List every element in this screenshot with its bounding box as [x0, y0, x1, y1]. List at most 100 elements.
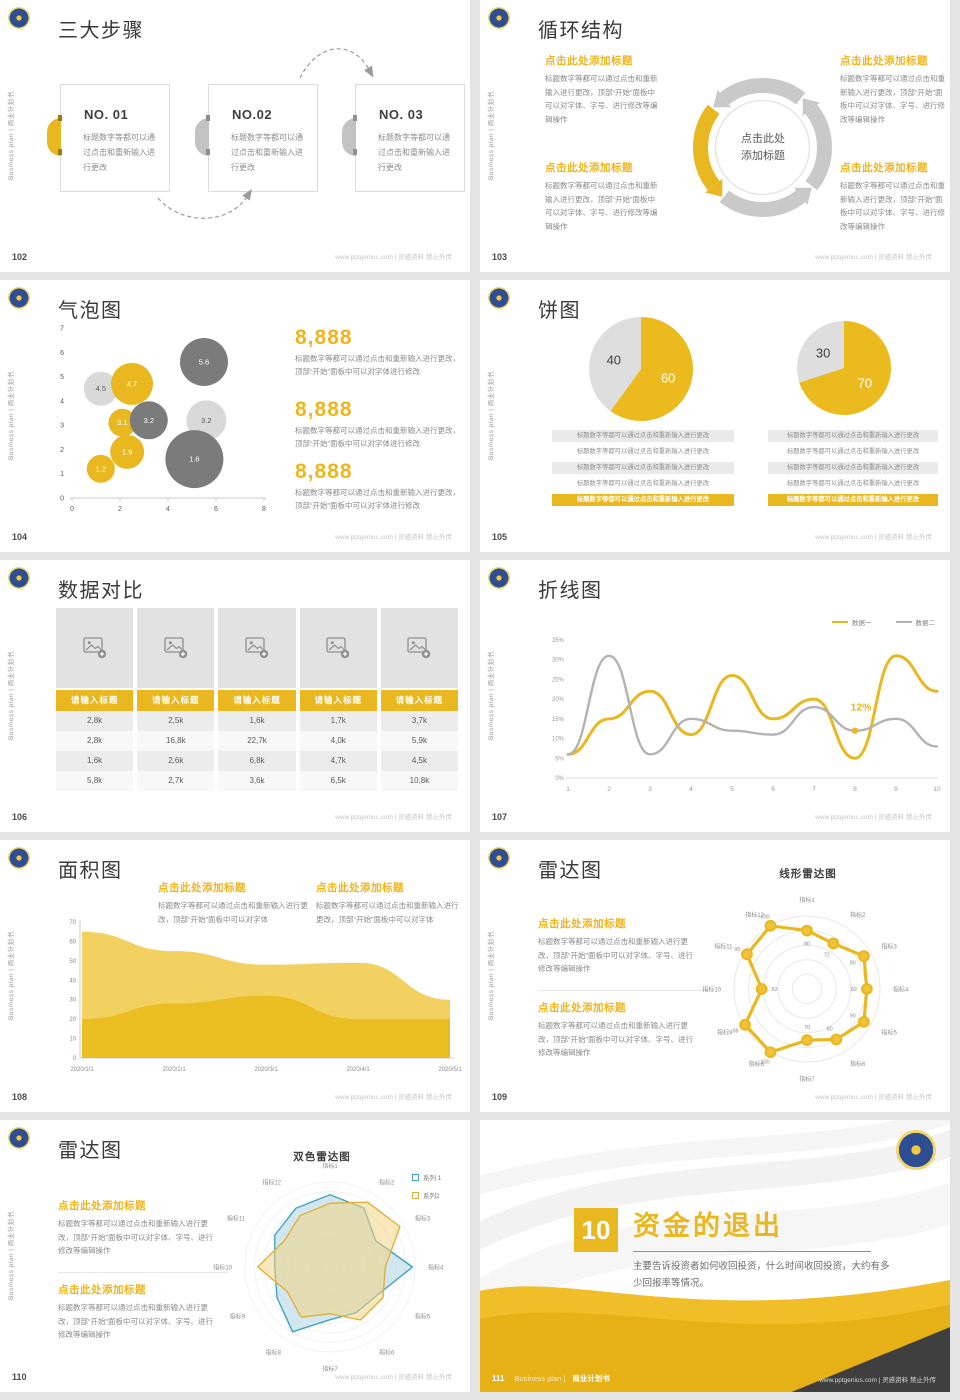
step-body: 标题数字等都可以通过点击和重新输入进行更改 — [231, 133, 303, 172]
svg-text:6: 6 — [60, 350, 64, 357]
stat-body: 标题数字等都可以通过点击和重新输入进行更改，顶部“开始”面板中可以对字体进行修改 — [295, 354, 460, 376]
stat-block: 8,888 标题数字等都可以通过点击和重新输入进行更改，顶部“开始”面板中可以对字… — [295, 460, 465, 513]
svg-text:8: 8 — [262, 506, 266, 513]
svg-text:0: 0 — [60, 496, 64, 503]
svg-text:100: 100 — [760, 1060, 769, 1066]
svg-text:70: 70 — [858, 376, 872, 391]
table-cell: 16,8k — [137, 731, 215, 751]
svg-text:15%: 15% — [552, 717, 565, 723]
slide-103-cycle-structure[interactable]: Business plan | 商业计划书 循环结构 点击此处添加标题 标题数字等… — [480, 0, 960, 280]
brand-logo-icon — [488, 567, 510, 589]
text-block: 点击此处添加标题 标题数字等都可以通过点击和重新输入进行更改，顶部“开始”面板中可… — [58, 1198, 218, 1258]
svg-text:指标1: 指标1 — [322, 1162, 338, 1170]
pie-chart-right: 70 30 — [797, 321, 891, 415]
svg-text:60: 60 — [661, 370, 675, 385]
comparison-table: 请输入标题 2,8k 2,8k 1,6k 5,8k 请输入标题 2,5k 16,8k 2,6k 2… — [56, 608, 459, 791]
legend-label: 系列2 — [423, 1193, 440, 1200]
table-cell: 2,5k — [137, 711, 215, 731]
svg-text:70: 70 — [69, 920, 76, 926]
page-number: 106 — [12, 812, 28, 822]
svg-text:4: 4 — [60, 398, 64, 405]
step-number: NO. 03 — [379, 107, 424, 122]
bubble-chart: 0 1 2 3 4 5 6 7 0 2 4 6 8 4.5 4.7 5.6 3.1 3.2 3.2 1.6 1.9 1.2 — [60, 326, 266, 514]
footer-watermark: www.pptgenius.com | 灵感资料 禁止外传 — [815, 534, 932, 541]
side-label: Business plan | 商业计划书 — [8, 371, 15, 460]
side-label: Business plan | 商业计划书 — [488, 931, 495, 1020]
notch — [58, 115, 62, 121]
table-cell: 1,6k — [218, 711, 296, 731]
slide-109-radar-chart[interactable]: Business plan | 商业计划书 雷达图 线形雷达图 点击此处添加标题… — [480, 840, 960, 1120]
page-number: 102 — [12, 252, 28, 262]
text-block: 点击此处添加标题 标题数字等都可以通过点击和重新输入进行更改，顶部“开始”面板中可… — [58, 1282, 218, 1342]
svg-text:70: 70 — [804, 1025, 810, 1031]
placeholder-body: 标题数字等都可以通过点击和重新输入进行更改，顶部“开始”面板中可以对字体 — [158, 901, 308, 924]
slide-title: 雷达图 — [538, 860, 603, 882]
chart-subtitle: 双色雷达图 — [293, 1151, 351, 1163]
svg-text:指标10: 指标10 — [702, 986, 721, 994]
slide-108-area-chart[interactable]: Business plan | 商业计划书 面积图 点击此处添加标题 标题数字等都… — [0, 840, 480, 1120]
caption-row: 标题数字等都可以通过点击和重新输入进行更改 — [768, 462, 938, 474]
image-add-icon — [407, 637, 431, 659]
svg-text:1.9: 1.9 — [122, 447, 132, 456]
placeholder-heading: 点击此处添加标题 — [158, 882, 246, 894]
page-number: 105 — [492, 532, 508, 542]
svg-text:6: 6 — [771, 786, 775, 793]
page-number: 104 — [12, 532, 28, 542]
svg-text:指标2: 指标2 — [379, 1179, 395, 1187]
placeholder-body: 标题数字等都可以通过点击和重新输入进行更改，顶部“开始”面板中可以对字体 — [316, 901, 459, 924]
brand-logo-icon — [8, 847, 30, 869]
brand-logo-icon — [488, 847, 510, 869]
slide-title: 数据对比 — [58, 580, 144, 602]
svg-text:80: 80 — [827, 1026, 833, 1032]
slide-title: 雷达图 — [58, 1140, 123, 1162]
half-circle-marker — [342, 118, 356, 156]
pie-chart-left: 60 40 — [589, 317, 693, 421]
slide-107-line-chart[interactable]: Business plan | 商业计划书 折线图 数据一 数据二 0% 5% 10%… — [480, 560, 960, 840]
table-cell: 4,5k — [380, 751, 459, 771]
svg-text:5: 5 — [60, 374, 64, 381]
placeholder-body: 标题数字等都可以通过点击和重新输入进行更改，顶部“开始”面板中可以对字体、字号、… — [840, 181, 945, 231]
svg-text:2020/2/1: 2020/2/1 — [162, 1067, 186, 1073]
slide-106-data-table[interactable]: Business plan | 商业计划书 数据对比 请输入标题 2,8k 2,8k… — [0, 560, 480, 840]
caption-row: 标题数字等都可以通过点击和重新输入进行更改 — [576, 480, 710, 487]
placeholder-body: 标题数字等都可以通过点击和重新输入进行更改，顶部“开始”面板中可以对字体、字号、… — [545, 181, 658, 231]
svg-text:1: 1 — [566, 786, 570, 793]
svg-text:10%: 10% — [552, 737, 565, 743]
svg-text:指标8: 指标8 — [266, 1348, 282, 1356]
slide-110-dual-radar-chart[interactable]: Business plan | 商业计划书 雷达图 双色雷达图 系列 1 系列2 … — [0, 1120, 480, 1400]
text-block: 点击此处添加标题 标题数字等都可以通过点击和重新输入进行更改，顶部“开始”面板中可… — [840, 53, 946, 126]
legend-item: 系列2 — [412, 1190, 441, 1200]
slide-105-pie-charts[interactable]: Business plan | 商业计划书 饼图 60 40 70 30 标题数字等… — [480, 280, 960, 560]
placeholder-heading: 点击此处添加标题 — [58, 1284, 146, 1296]
svg-text:4: 4 — [166, 506, 170, 513]
svg-text:4: 4 — [689, 786, 693, 793]
caption-row: 标题数字等都可以通过点击和重新输入进行更改 — [552, 430, 734, 442]
image-placeholder — [380, 608, 459, 688]
stat-block: 8,888 标题数字等都可以通过点击和重新输入进行更改，顶部“开始”面板中可以对字… — [295, 326, 465, 379]
column-header: 请输入标题 — [137, 690, 215, 711]
svg-text:4.5: 4.5 — [96, 384, 106, 393]
slide-102-three-steps[interactable]: Business plan | 商业计划书 三大步骤 NO. 01 标题数字等都可… — [0, 0, 480, 280]
svg-text:10: 10 — [933, 786, 941, 793]
svg-text:指标11: 指标11 — [714, 943, 733, 951]
legend-swatch — [895, 620, 912, 624]
svg-text:7: 7 — [60, 326, 64, 333]
notch — [206, 115, 210, 121]
table-cell: 4,7k — [299, 751, 377, 771]
image-add-icon — [245, 637, 269, 659]
brand-logo-icon — [896, 1130, 936, 1170]
svg-text:20: 20 — [69, 1017, 76, 1023]
step-number: NO. 01 — [84, 107, 129, 122]
caption-row: 标题数字等都可以通过点击和重新输入进行更改 — [786, 480, 920, 487]
svg-text:50: 50 — [69, 959, 76, 965]
slide-111-section-divider[interactable]: 10 资金的退出 主要告诉投资者如何收回投资，什么时间收回投资，大约有多少回报率… — [480, 1120, 960, 1400]
table-cell: 6,8k — [218, 751, 296, 771]
table-cell: 1,7k — [299, 711, 377, 731]
svg-text:60: 60 — [69, 939, 76, 945]
table-cell: 2,8k — [56, 711, 134, 731]
svg-text:指标5: 指标5 — [415, 1313, 431, 1321]
divider — [633, 1251, 871, 1252]
half-circle-marker — [195, 118, 209, 156]
stat-value: 8,888 — [295, 326, 353, 349]
slide-104-bubble-chart[interactable]: Business plan | 商业计划书 气泡图 0 1 2 3 4 5 6 7 0 2 4 6 8 4… — [0, 280, 480, 560]
